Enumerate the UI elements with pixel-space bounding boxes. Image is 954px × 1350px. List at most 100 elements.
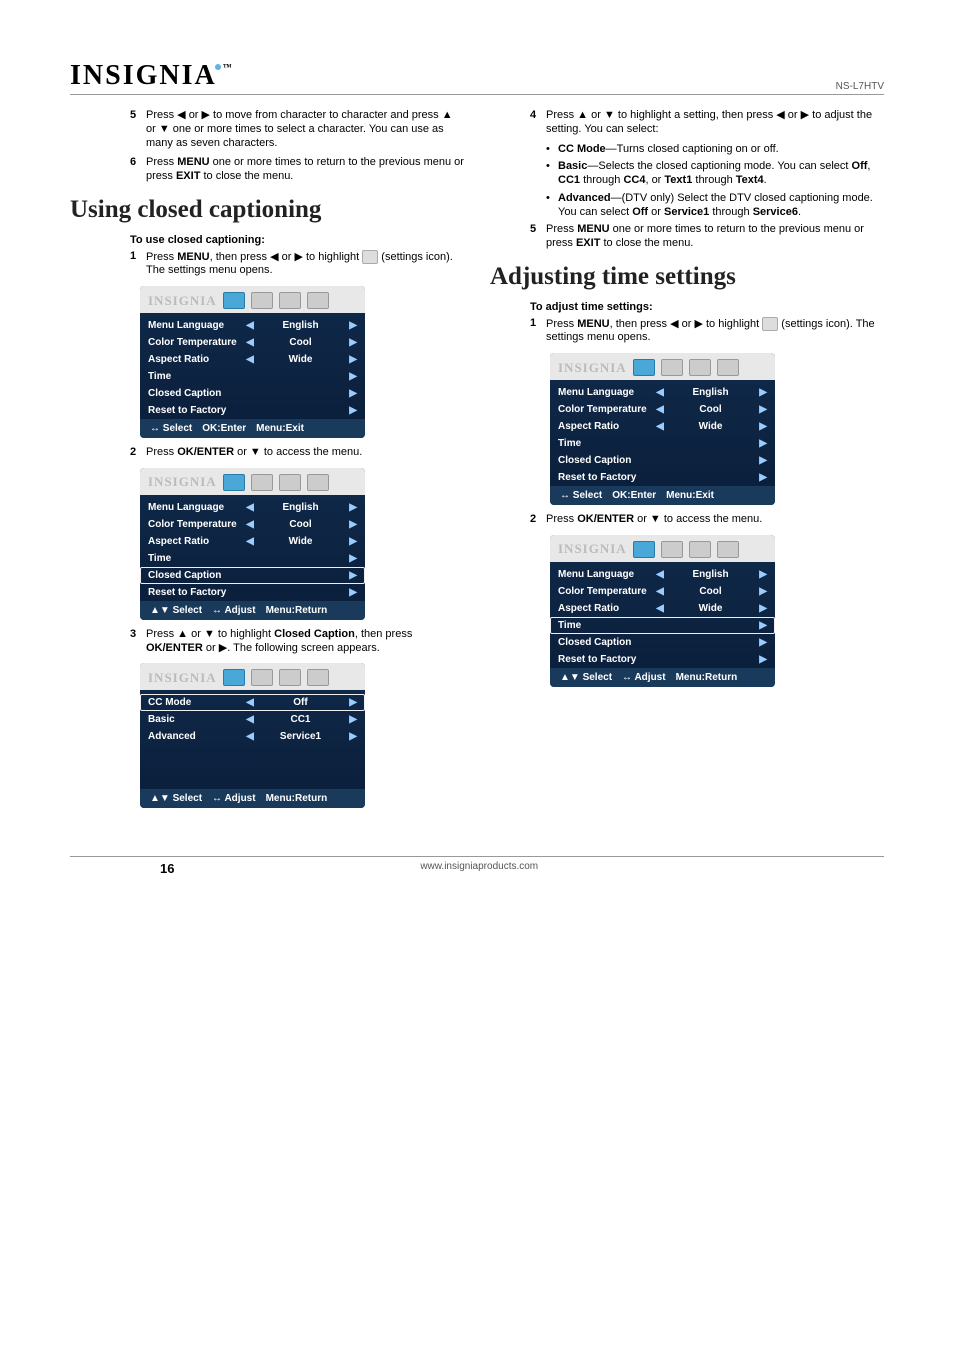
content-columns: 5 Press ◀ or ▶ to move from character to… [70,109,884,816]
osd-menu-rows: Menu Language ◀ English ▶ Color Temperat… [550,562,775,668]
menu-row[interactable]: Reset to Factory ▶ [140,584,365,601]
menu-row-label: Aspect Ratio [558,421,654,432]
osd-tab-icon[interactable] [223,669,245,686]
osd-tab-icon[interactable] [717,541,739,558]
menu-row[interactable]: Aspect Ratio ◀ Wide ▶ [140,533,365,550]
osd-tab-icon[interactable] [279,292,301,309]
menu-row-label: Reset to Factory [148,587,244,598]
menu-row-label: Time [558,438,654,449]
left-arrow-icon: ◀ [244,519,256,530]
menu-row[interactable]: Time ▶ [140,368,365,385]
left-arrow-icon: ◀ [244,502,256,513]
menu-row-label: Menu Language [148,502,244,513]
right-arrow-icon: ▶ [345,337,357,348]
menu-row[interactable]: Closed Caption ▶ [140,385,365,402]
logo-text: INSIGNIA [70,60,217,91]
menu-row[interactable]: Color Temperature ◀ Cool ▶ [140,516,365,533]
left-arrow-icon: ◀ [244,697,256,708]
menu-row[interactable]: Color Temperature ◀ Cool ▶ [550,583,775,600]
osd-tab-icon[interactable] [279,669,301,686]
osd-tab-icon[interactable] [279,474,301,491]
osd-tab-icon[interactable] [633,359,655,376]
osd-hint: ▲▼ Select [150,605,202,616]
time-step-1: 1 Press MENU, then press ◀ or ▶ to highl… [490,317,884,345]
menu-row[interactable]: Reset to Factory ▶ [550,469,775,486]
osd-tab-icon[interactable] [223,474,245,491]
right-arrow-icon: ▶ [755,387,767,398]
osd-logo: INSIGNIA [148,293,217,309]
menu-row-value: Service1 [256,731,345,742]
left-arrow-icon: ◀ [244,714,256,725]
page-number: 16 [70,861,174,876]
osd-tab-icon[interactable] [717,359,739,376]
osd-hint: ▲▼ Select [560,672,612,683]
menu-row-label: Reset to Factory [558,654,654,665]
osd-tab-icon[interactable] [307,669,329,686]
menu-row[interactable]: Time ▶ [140,550,365,567]
right-arrow-icon: ▶ [345,371,357,382]
menu-row[interactable]: Reset to Factory ▶ [140,402,365,419]
menu-row-value: English [256,502,345,513]
osd-menu-header: INSIGNIA [140,663,365,690]
menu-row[interactable]: Time ▶ [550,435,775,452]
osd-tab-icon[interactable] [251,669,273,686]
subhead-use-cc: To use closed captioning: [130,234,464,246]
osd-tab-icon[interactable] [633,541,655,558]
menu-row[interactable]: Aspect Ratio ◀ Wide ▶ [550,418,775,435]
menu-row[interactable]: Menu Language ◀ English ▶ [550,566,775,583]
menu-row[interactable]: Closed Caption ▶ [140,567,365,584]
menu-row[interactable]: Advanced ◀ Service1 ▶ [140,728,365,745]
menu-row-label: CC Mode [148,697,244,708]
time-step-2: 2 Press OK/ENTER or ▼ to access the menu… [490,513,884,527]
osd-tab-icon[interactable] [689,359,711,376]
osd-tab-icon[interactable] [307,474,329,491]
menu-row[interactable]: Basic ◀ CC1 ▶ [140,711,365,728]
osd-tab-icon[interactable] [223,292,245,309]
menu-row[interactable]: CC Mode ◀ Off ▶ [140,694,365,711]
step-text: Press MENU, then press ◀ or ▶ to highlig… [146,250,464,278]
right-arrow-icon: ▶ [755,603,767,614]
menu-row-label: Reset to Factory [148,405,244,416]
menu-row[interactable]: Aspect Ratio ◀ Wide ▶ [550,600,775,617]
menu-row[interactable]: Reset to Factory ▶ [550,651,775,668]
step-number: 1 [530,317,546,345]
right-arrow-icon: ▶ [755,569,767,580]
osd-hint: Menu:Exit [666,490,714,501]
osd-tab-icon[interactable] [251,292,273,309]
osd-hint: Menu:Exit [256,423,304,434]
right-arrow-icon: ▶ [755,620,767,631]
step-number: 2 [130,446,146,460]
menu-row-value: Cool [256,519,345,530]
menu-row[interactable]: Color Temperature ◀ Cool ▶ [550,401,775,418]
osd-menu-rows: CC Mode ◀ Off ▶ Basic ◀ CC1 ▶ Advanced ◀… [140,690,365,789]
menu-row[interactable]: Time ▶ [550,617,775,634]
menu-row[interactable]: Menu Language ◀ English ▶ [140,317,365,334]
menu-row[interactable]: Closed Caption ▶ [550,634,775,651]
bullet-text: Advanced—(DTV only) Select the DTV close… [558,192,884,220]
menu-row[interactable]: Menu Language ◀ English ▶ [140,499,365,516]
menu-row-label: Basic [148,714,244,725]
intro-step: 5 Press ◀ or ▶ to move from character to… [70,109,464,150]
right-arrow-icon: ▶ [345,536,357,547]
menu-row[interactable]: Aspect Ratio ◀ Wide ▶ [140,351,365,368]
osd-tab-icon[interactable] [689,541,711,558]
menu-row-value: Wide [666,421,755,432]
osd-tab-icon[interactable] [661,359,683,376]
menu-row[interactable]: Closed Caption ▶ [550,452,775,469]
menu-row-value: English [256,320,345,331]
right-arrow-icon: ▶ [755,438,767,449]
osd-menu-header: INSIGNIA [550,535,775,562]
bullet-text: Basic—Selects the closed captioning mode… [558,160,884,188]
osd-tab-icon[interactable] [307,292,329,309]
osd-menu-header: INSIGNIA [140,468,365,495]
settings-menu-box-1: INSIGNIA Menu Language ◀ English ▶ Color… [70,286,464,438]
step-text: Press MENU, then press ◀ or ▶ to highlig… [546,317,884,345]
right-arrow-icon: ▶ [755,404,767,415]
menu-row-label: Menu Language [148,320,244,331]
menu-row-label: Aspect Ratio [558,603,654,614]
osd-tab-icon[interactable] [661,541,683,558]
menu-row-label: Time [148,371,244,382]
menu-row[interactable]: Menu Language ◀ English ▶ [550,384,775,401]
osd-tab-icon[interactable] [251,474,273,491]
menu-row[interactable]: Color Temperature ◀ Cool ▶ [140,334,365,351]
